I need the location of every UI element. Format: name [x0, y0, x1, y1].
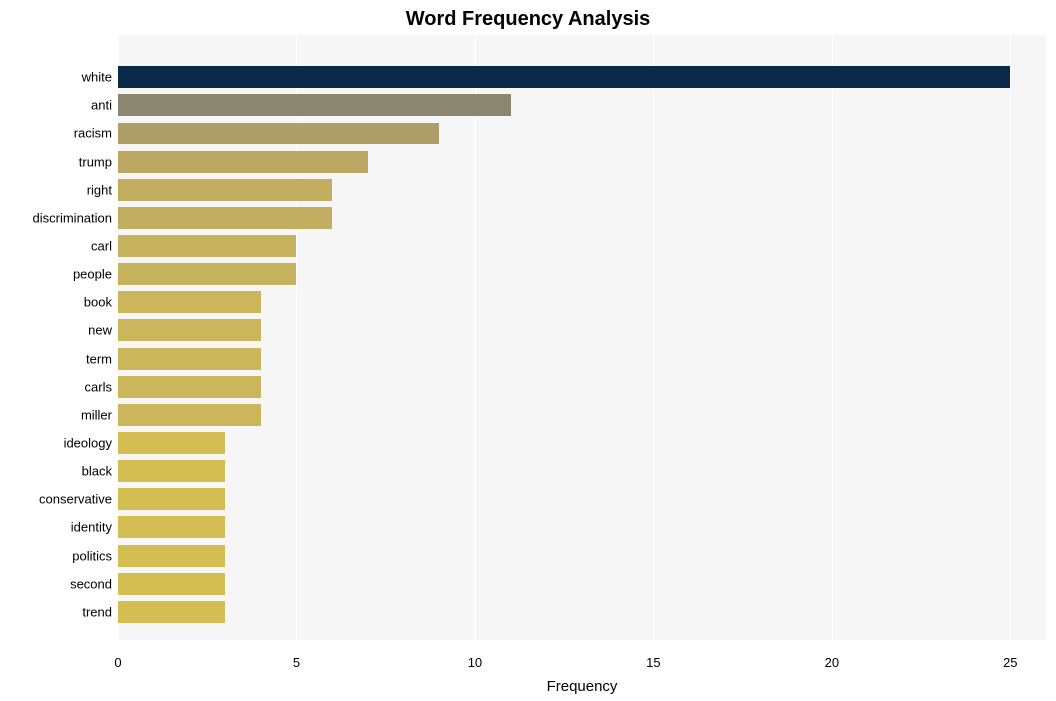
- bar: [118, 263, 296, 285]
- x-tick-label: 15: [646, 655, 660, 670]
- x-tick-label: 0: [114, 655, 121, 670]
- y-tick-label: trend: [82, 604, 112, 619]
- bar: [118, 348, 261, 370]
- bar-row: [118, 263, 1046, 285]
- bar: [118, 516, 225, 538]
- bar-row: [118, 516, 1046, 538]
- bar: [118, 319, 261, 341]
- bar-row: [118, 573, 1046, 595]
- bar: [118, 573, 225, 595]
- bar: [118, 123, 439, 145]
- bar-row: [118, 94, 1046, 116]
- x-tick-label: 25: [1003, 655, 1017, 670]
- y-tick-label: conservative: [39, 492, 112, 507]
- y-tick-label: racism: [74, 126, 112, 141]
- bar: [118, 432, 225, 454]
- bar-row: [118, 319, 1046, 341]
- bar-row: [118, 235, 1046, 257]
- bar: [118, 66, 1010, 88]
- y-tick-label: people: [73, 267, 112, 282]
- y-tick-label: miller: [81, 407, 112, 422]
- bar-row: [118, 488, 1046, 510]
- bar: [118, 235, 296, 257]
- y-tick-label: discrimination: [33, 210, 112, 225]
- x-tick-label: 5: [293, 655, 300, 670]
- bar-row: [118, 460, 1046, 482]
- x-axis-title: Frequency: [118, 678, 1046, 695]
- y-tick-label: right: [87, 182, 112, 197]
- y-tick-label: ideology: [64, 436, 112, 451]
- x-tick-label: 10: [468, 655, 482, 670]
- bar-row: [118, 432, 1046, 454]
- bar: [118, 545, 225, 567]
- bar: [118, 488, 225, 510]
- bar: [118, 151, 368, 173]
- y-tick-label: book: [84, 295, 112, 310]
- bar-row: [118, 151, 1046, 173]
- y-tick-label: anti: [91, 98, 112, 113]
- y-tick-label: trump: [79, 154, 112, 169]
- plot-area: [118, 35, 1046, 640]
- bar-row: [118, 123, 1046, 145]
- bar-row: [118, 376, 1046, 398]
- bar-row: [118, 179, 1046, 201]
- chart-root: Word Frequency Analysis white anti racism t…: [0, 0, 1056, 701]
- y-tick-label: carls: [85, 379, 112, 394]
- y-tick-label: second: [70, 576, 112, 591]
- y-axis-labels: white anti racism trump right discrimination c…: [0, 35, 112, 640]
- bars-layer: [118, 35, 1046, 640]
- y-tick-label: new: [88, 323, 112, 338]
- bar: [118, 404, 261, 426]
- bar-row: [118, 545, 1046, 567]
- bar-row: [118, 404, 1046, 426]
- bar: [118, 179, 332, 201]
- bar: [118, 291, 261, 313]
- y-tick-label: identity: [71, 520, 112, 535]
- chart-title: Word Frequency Analysis: [0, 8, 1056, 31]
- bar-row: [118, 291, 1046, 313]
- bar-row: [118, 207, 1046, 229]
- y-tick-label: black: [82, 464, 112, 479]
- bar: [118, 94, 511, 116]
- bar-row: [118, 348, 1046, 370]
- bar: [118, 601, 225, 623]
- bar: [118, 207, 332, 229]
- bar-row: [118, 601, 1046, 623]
- x-axis-tick-labels: 0510152025: [118, 655, 1046, 675]
- bar-row: [118, 66, 1046, 88]
- x-tick-label: 20: [825, 655, 839, 670]
- y-tick-label: white: [82, 70, 112, 85]
- y-tick-label: carl: [91, 239, 112, 254]
- bar: [118, 376, 261, 398]
- y-tick-label: politics: [72, 548, 112, 563]
- y-tick-label: term: [86, 351, 112, 366]
- bar: [118, 460, 225, 482]
